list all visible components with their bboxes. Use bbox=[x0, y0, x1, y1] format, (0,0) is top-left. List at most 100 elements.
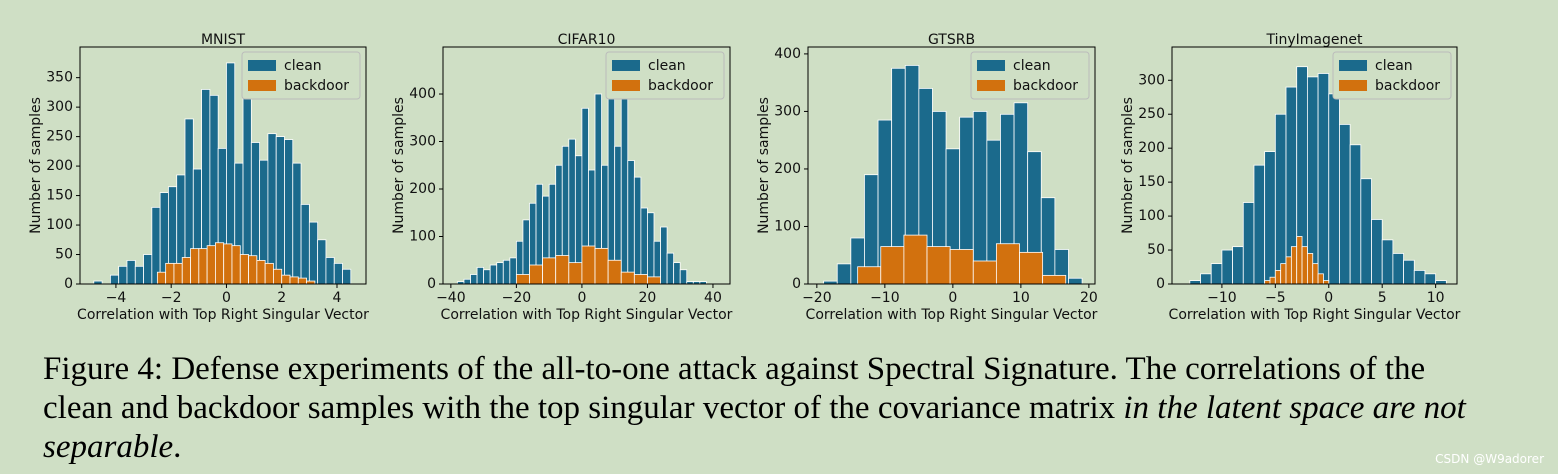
histogram-bar bbox=[529, 264, 543, 285]
caption: Figure 4: Defense experiments of the all… bbox=[43, 350, 1483, 467]
x-tick-label: 20 bbox=[639, 290, 657, 306]
x-tick-label: 0 bbox=[948, 290, 957, 306]
y-tick-label: 150 bbox=[1138, 174, 1165, 190]
histogram-bar bbox=[1290, 246, 1298, 285]
histogram-bar bbox=[1317, 273, 1324, 285]
y-tick-label: 200 bbox=[409, 181, 436, 197]
histogram-bar bbox=[660, 226, 668, 285]
y-tick-label: 100 bbox=[46, 217, 73, 233]
histogram-bar bbox=[333, 262, 343, 285]
x-axis-label: Correlation with Top Right Singular Vect… bbox=[806, 307, 1098, 323]
y-tick-label: 300 bbox=[409, 134, 436, 150]
histogram-bar bbox=[1269, 276, 1276, 285]
histogram-bar bbox=[1221, 249, 1233, 285]
histogram-bar bbox=[206, 245, 216, 285]
histogram-bar bbox=[1392, 253, 1404, 285]
histogram-bar bbox=[470, 274, 478, 285]
histogram-bar bbox=[1210, 263, 1223, 285]
histogram-bar bbox=[880, 246, 905, 285]
legend-swatch bbox=[1339, 60, 1367, 71]
histogram-bar bbox=[568, 262, 583, 285]
histogram-bar bbox=[1296, 236, 1303, 285]
figure: MNIST Correlation with Top Right Singular… bbox=[28, 32, 1461, 323]
histogram-bar bbox=[109, 274, 120, 285]
y-tick-label: 400 bbox=[409, 86, 436, 102]
histogram-bar bbox=[190, 248, 200, 285]
watermark: CSDN @W9adorer bbox=[1435, 452, 1544, 466]
histogram-bar bbox=[1306, 76, 1319, 285]
histogram-bar bbox=[1317, 73, 1330, 285]
histogram-bar bbox=[1242, 202, 1255, 285]
histogram-bar bbox=[515, 274, 530, 285]
histogram-bar bbox=[509, 257, 517, 285]
y-axis-label: Number of samples bbox=[391, 97, 407, 234]
legend-swatch bbox=[248, 80, 276, 91]
y-tick-label: 0 bbox=[427, 276, 436, 292]
histogram-bar bbox=[1323, 280, 1330, 285]
y-tick-label: 150 bbox=[46, 188, 73, 204]
y-tick-label: 300 bbox=[46, 99, 73, 115]
histogram-bar bbox=[284, 139, 294, 285]
y-tick-label: 100 bbox=[1138, 208, 1165, 224]
x-tick-label: 4 bbox=[333, 290, 342, 306]
histogram-bar bbox=[1040, 197, 1056, 285]
histogram-bar bbox=[633, 274, 648, 285]
chart-title: MNIST bbox=[201, 32, 246, 48]
legend-label: clean bbox=[284, 58, 322, 74]
y-tick-label: 250 bbox=[1138, 106, 1165, 122]
histogram-bar bbox=[1349, 144, 1362, 285]
y-tick-label: 0 bbox=[64, 276, 73, 292]
histogram-bar bbox=[1274, 270, 1282, 285]
histogram-bar bbox=[215, 242, 225, 285]
histogram-bar bbox=[134, 265, 144, 285]
x-tick-label: −40 bbox=[436, 290, 466, 306]
histogram-bar bbox=[903, 234, 928, 285]
histogram-bar bbox=[239, 254, 249, 285]
y-tick-label: 250 bbox=[46, 129, 73, 145]
histogram-bar bbox=[1189, 280, 1201, 285]
y-tick-label: 100 bbox=[774, 218, 801, 234]
plot-frame bbox=[807, 46, 1096, 285]
histogram-bar bbox=[633, 176, 642, 285]
histogram-bar bbox=[483, 269, 491, 285]
x-tick-label: −10 bbox=[870, 290, 900, 306]
histogram-bar bbox=[496, 262, 504, 285]
histogram-bar bbox=[647, 212, 655, 285]
histogram-bar bbox=[673, 262, 681, 285]
histogram-bar bbox=[1232, 246, 1244, 285]
histogram-bar bbox=[666, 252, 675, 285]
histogram-bar bbox=[143, 254, 153, 285]
histogram-bar bbox=[627, 160, 635, 285]
legend-swatch bbox=[977, 60, 1005, 71]
histogram-bar bbox=[1285, 256, 1292, 285]
x-tick-label: 20 bbox=[1080, 290, 1098, 306]
histogram-bar bbox=[181, 257, 191, 285]
y-axis-label: Number of samples bbox=[28, 97, 44, 234]
plot-frame bbox=[1171, 46, 1458, 285]
x-tick-label: −20 bbox=[502, 290, 532, 306]
histogram-bar bbox=[1042, 274, 1067, 285]
chart-title: TinyImagenet bbox=[1266, 32, 1364, 48]
x-tick-label: −5 bbox=[1265, 290, 1286, 306]
legend-swatch bbox=[612, 60, 640, 71]
x-axis-label: Correlation with Top Right Singular Vect… bbox=[1169, 307, 1461, 323]
histogram-bar bbox=[926, 246, 951, 285]
x-tick-label: 0 bbox=[1324, 290, 1333, 306]
histogram-bar bbox=[231, 245, 241, 285]
histogram-bar bbox=[256, 260, 266, 285]
caption-text: Figure 4: Defense experiments of the all… bbox=[43, 351, 1426, 426]
x-tick-label: −20 bbox=[802, 290, 832, 306]
histogram-bar bbox=[289, 276, 299, 285]
histogram-bar bbox=[342, 268, 352, 285]
legend-label: backdoor bbox=[284, 78, 349, 94]
histogram-bar bbox=[1019, 251, 1044, 285]
histogram-bar bbox=[165, 262, 175, 285]
y-tick-label: 300 bbox=[1138, 72, 1165, 88]
histogram-bar bbox=[620, 88, 629, 285]
histogram-bar bbox=[555, 255, 570, 285]
histogram-bar bbox=[542, 257, 557, 285]
histogram-bar bbox=[292, 162, 302, 285]
histogram-bar bbox=[836, 263, 852, 285]
x-axis-label: Correlation with Top Right Singular Vect… bbox=[441, 307, 733, 323]
histogram-bar bbox=[156, 271, 167, 285]
